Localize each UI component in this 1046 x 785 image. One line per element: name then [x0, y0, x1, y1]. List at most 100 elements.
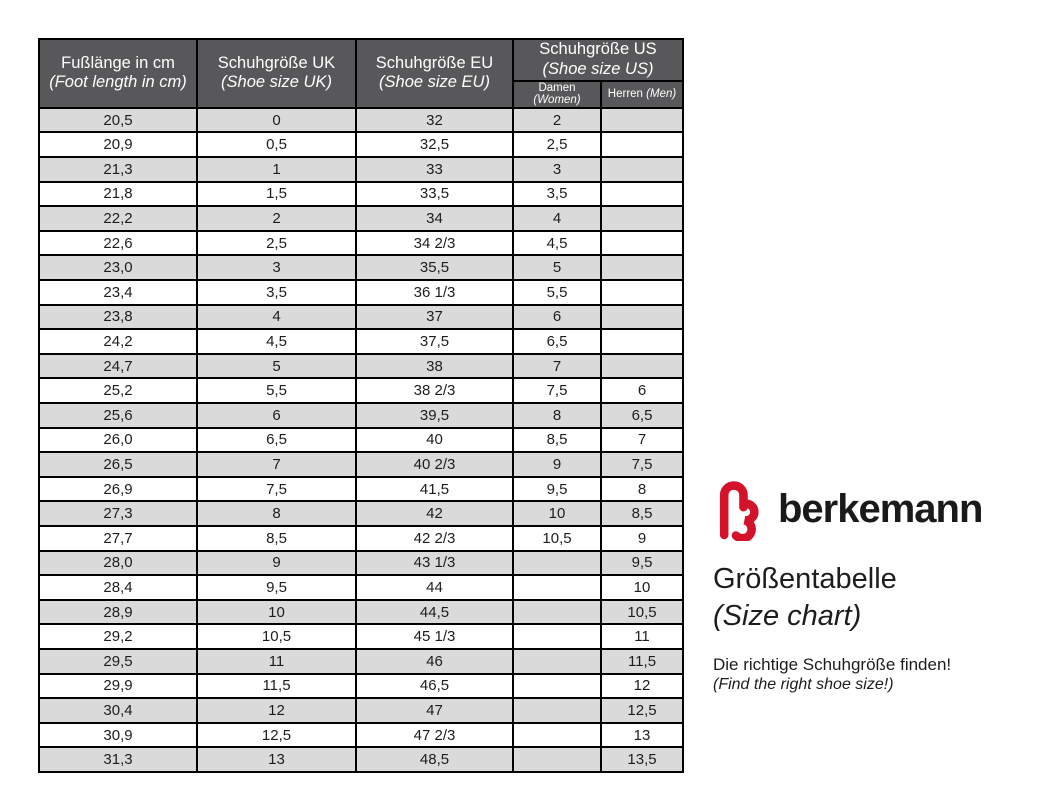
col-header-foot-length-de: Fußlänge in cm	[61, 53, 175, 72]
table-cell: 25,6	[38, 402, 198, 429]
table-cell: 29,5	[38, 647, 198, 675]
table-row: 24,2 4,5 37,5 6,5	[38, 328, 684, 355]
table-cell: 1	[196, 156, 357, 183]
table-cell: 6	[196, 402, 357, 429]
table-cell: 7	[512, 352, 602, 380]
table-row: 27,7 8,5 42 2/3 10,5 9	[38, 524, 684, 552]
table-row: 26,5 7 40 2/3 9 7,5	[38, 451, 684, 478]
chart-title-en: (Size chart)	[713, 600, 862, 633]
table-cell: 46	[355, 647, 514, 675]
table-cell	[600, 254, 684, 282]
table-row: 29,2 10,5 45 1/3 11	[38, 623, 684, 650]
table-row: 21,8 1,5 33,5 3,5	[38, 180, 684, 208]
table-cell: 9	[512, 451, 602, 478]
table-row: 30,4 12 47 12,5	[38, 697, 684, 724]
table-cell: 47 2/3	[355, 721, 514, 749]
table-cell: 8	[512, 402, 602, 429]
table-cell: 11,5	[600, 647, 684, 675]
table-cell: 42 2/3	[355, 524, 514, 552]
table-cell	[512, 598, 602, 626]
table-cell	[600, 131, 684, 159]
table-row: 29,9 11,5 46,5 12	[38, 672, 684, 700]
table-cell: 3,5	[196, 279, 357, 306]
table-cell	[512, 746, 602, 773]
table-cell	[512, 647, 602, 675]
table-cell: 30,9	[38, 721, 198, 749]
table-cell: 46,5	[355, 672, 514, 700]
table-cell: 22,2	[38, 205, 198, 232]
table-cell: 10,5	[512, 524, 602, 552]
table-row: 29,5 11 46 11,5	[38, 647, 684, 675]
table-row: 28,9 10 44,5 10,5	[38, 598, 684, 626]
table-cell: 11	[600, 623, 684, 650]
table-row: 22,6 2,5 34 2/3 4,5	[38, 229, 684, 257]
table-cell: 38	[355, 352, 514, 380]
table-cell: 43 1/3	[355, 549, 514, 577]
table-row: 25,2 5,5 38 2/3 7,5 6	[38, 377, 684, 404]
subheader-damen-de: Damen	[538, 81, 576, 94]
table-cell: 47	[355, 697, 514, 724]
col-header-foot-length: Fußlänge in cm (Foot length in cm)	[38, 38, 198, 109]
table-cell: 24,2	[38, 328, 198, 355]
table-cell: 10,5	[600, 598, 684, 626]
table-cell: 25,2	[38, 377, 198, 404]
table-cell: 12,5	[196, 721, 357, 749]
table-row: 20,5 0 32 2	[38, 106, 684, 134]
table-cell: 9,5	[600, 549, 684, 577]
table-cell: 8,5	[512, 426, 602, 454]
table-row: 23,8 4 37 6	[38, 303, 684, 331]
size-conversion-table: Fußlänge in cm (Foot length in cm) Schuh…	[38, 38, 684, 773]
table-row: 25,6 6 39,5 8 6,5	[38, 402, 684, 429]
table-cell: 44,5	[355, 598, 514, 626]
table-cell: 27,7	[38, 524, 198, 552]
table-cell: 31,3	[38, 746, 198, 773]
table-cell: 6	[512, 303, 602, 331]
table-cell: 21,3	[38, 156, 198, 183]
table-cell: 34 2/3	[355, 229, 514, 257]
table-cell	[600, 279, 684, 306]
table-cell: 40	[355, 426, 514, 454]
table-cell: 26,0	[38, 426, 198, 454]
table-row: 23,0 3 35,5 5	[38, 254, 684, 282]
table-cell: 2	[512, 106, 602, 134]
table-cell: 26,5	[38, 451, 198, 478]
table-cell: 7,5	[512, 377, 602, 404]
table-row: 23,4 3,5 36 1/3 5,5	[38, 279, 684, 306]
table-row: 27,3 8 42 10 8,5	[38, 500, 684, 527]
table-cell	[512, 697, 602, 724]
table-cell: 8,5	[600, 500, 684, 527]
table-cell: 1,5	[196, 180, 357, 208]
table-cell	[600, 205, 684, 232]
table-cell: 35,5	[355, 254, 514, 282]
table-cell: 9,5	[196, 574, 357, 601]
table-row: 31,3 13 48,5 13,5	[38, 746, 684, 773]
table-cell: 11	[196, 647, 357, 675]
table-cell: 38 2/3	[355, 377, 514, 404]
subheader-herren-de: Herren	[607, 87, 643, 100]
subheader-herren-en: (Men)	[646, 87, 677, 100]
table-cell: 12	[600, 672, 684, 700]
table-cell: 28,4	[38, 574, 198, 601]
table-cell	[600, 229, 684, 257]
col-header-us-de: Schuhgröße US	[539, 40, 657, 58]
table-cell: 40 2/3	[355, 451, 514, 478]
table-cell: 13	[196, 746, 357, 773]
table-cell: 6,5	[196, 426, 357, 454]
table-cell: 23,8	[38, 303, 198, 331]
table-header: Fußlänge in cm (Foot length in cm) Schuh…	[38, 38, 684, 109]
table-cell: 3,5	[512, 180, 602, 208]
table-cell	[512, 549, 602, 577]
col-header-us: Schuhgröße US (Shoe size US)	[512, 38, 684, 82]
table-cell: 4	[196, 303, 357, 331]
table-cell	[512, 721, 602, 749]
table-cell: 9	[600, 524, 684, 552]
col-subheader-damen: Damen (Women)	[512, 80, 602, 109]
table-cell: 3	[196, 254, 357, 282]
table-cell: 4,5	[196, 328, 357, 355]
col-header-uk-de: Schuhgröße UK	[217, 53, 336, 72]
table-cell: 6,5	[512, 328, 602, 355]
col-header-foot-length-en: (Foot length in cm)	[49, 73, 187, 92]
table-cell: 41,5	[355, 475, 514, 503]
table-row: 24,7 5 38 7	[38, 352, 684, 380]
table-row: 22,2 2 34 4	[38, 205, 684, 232]
